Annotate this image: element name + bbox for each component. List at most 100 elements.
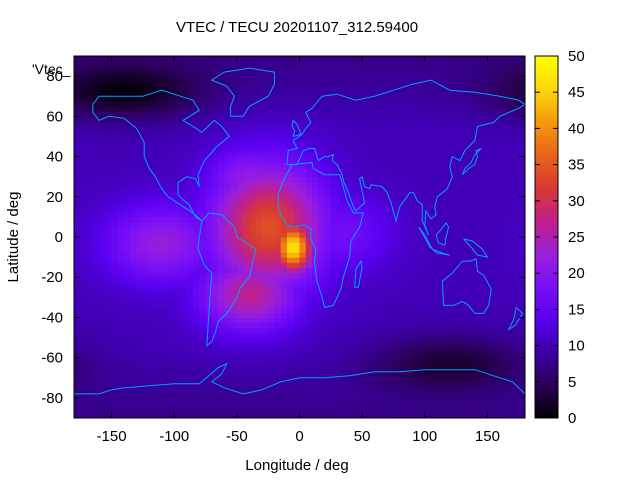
heat-cell — [124, 242, 131, 248]
heat-cell — [243, 407, 250, 414]
heat-cell — [449, 262, 457, 268]
heat-cell — [117, 307, 125, 314]
heat-cell — [312, 201, 319, 208]
heat-cell — [355, 407, 363, 414]
heat-cell — [286, 372, 294, 379]
heat-cell — [487, 247, 495, 253]
heat-cell — [243, 181, 250, 188]
heat-cell — [299, 347, 307, 354]
heat-cell — [180, 362, 188, 369]
heat-cell — [236, 161, 244, 168]
heat-cell — [180, 151, 188, 158]
heat-cell — [312, 176, 319, 183]
heat-cell — [343, 322, 351, 329]
heat-cell — [305, 86, 313, 92]
heat-cell — [399, 106, 407, 112]
heat-cell — [167, 136, 175, 143]
heat-cell — [487, 81, 495, 87]
heat-cell — [205, 111, 213, 117]
heat-cell — [167, 106, 175, 112]
heat-cell — [80, 367, 88, 374]
heat-cell — [142, 96, 150, 102]
heat-cell — [449, 412, 457, 418]
heat-cell — [167, 211, 175, 218]
heat-cell — [437, 367, 445, 374]
heat-cell — [161, 136, 169, 143]
heat-cell — [211, 372, 219, 379]
heat-cell — [431, 61, 438, 67]
heat-cell — [393, 322, 401, 329]
heat-cell — [74, 206, 81, 213]
heat-cell — [487, 201, 495, 208]
heat-cell — [318, 76, 326, 82]
heat-cell — [149, 402, 157, 409]
heat-cell — [205, 86, 213, 92]
heat-cell — [456, 81, 463, 87]
heat-cell — [280, 407, 288, 414]
heat-cell — [205, 337, 213, 344]
heat-cell — [368, 312, 376, 319]
heat-cell — [111, 272, 119, 278]
heat-cell — [111, 382, 119, 389]
heat-cell — [437, 111, 445, 117]
heat-cell — [405, 262, 413, 268]
heat-cell — [230, 287, 238, 293]
heat-cell — [456, 372, 463, 379]
heat-cell — [167, 247, 175, 253]
heat-cell — [393, 352, 401, 359]
heat-cell — [462, 342, 470, 349]
heat-cell — [493, 171, 501, 178]
heat-cell — [349, 156, 357, 163]
heat-cell — [380, 176, 388, 183]
heat-cell — [211, 61, 219, 67]
heat-cell — [318, 267, 326, 273]
heat-cell — [74, 156, 81, 163]
heat-cell — [142, 76, 150, 82]
heat-cell — [380, 247, 388, 253]
heat-cell — [305, 367, 313, 374]
heat-cell — [218, 171, 225, 178]
heat-cell — [380, 362, 388, 369]
heat-cell — [312, 392, 319, 399]
heat-cell — [149, 287, 157, 293]
heat-cell — [218, 86, 225, 92]
heat-cell — [180, 156, 188, 163]
heat-cell — [286, 166, 294, 173]
heat-cell — [456, 101, 463, 107]
heat-cell — [424, 71, 432, 77]
heat-cell — [380, 307, 388, 314]
heat-cell — [117, 56, 125, 62]
heat-cell — [80, 407, 88, 414]
heat-cell — [462, 307, 470, 314]
heat-cell — [124, 116, 131, 122]
heat-cell — [199, 312, 207, 319]
heat-cell — [205, 121, 213, 127]
heat-cell — [286, 392, 294, 399]
heat-cell — [261, 116, 269, 122]
heat-cell — [399, 282, 407, 288]
heat-cell — [111, 277, 119, 283]
heat-cell — [293, 231, 301, 238]
heat-cell — [124, 76, 131, 82]
heat-cell — [443, 277, 451, 283]
heat-cell — [142, 272, 150, 278]
heat-cell — [74, 352, 81, 359]
heat-cell — [193, 307, 200, 314]
heat-cell — [299, 191, 307, 198]
heat-cell — [174, 121, 182, 127]
heat-cell — [268, 211, 276, 218]
heat-cell — [180, 367, 188, 374]
heat-cell — [312, 116, 319, 122]
heat-cell — [456, 412, 463, 418]
heat-cell — [205, 161, 213, 168]
heat-cell — [337, 176, 344, 183]
heat-cell — [274, 327, 282, 334]
heat-cell — [155, 166, 163, 173]
heat-cell — [449, 372, 457, 379]
heat-cell — [349, 136, 357, 143]
heat-cell — [186, 206, 194, 213]
heat-cell — [80, 327, 88, 334]
heat-cell — [86, 196, 94, 203]
heat-cell — [499, 352, 507, 359]
heat-cell — [437, 407, 445, 414]
